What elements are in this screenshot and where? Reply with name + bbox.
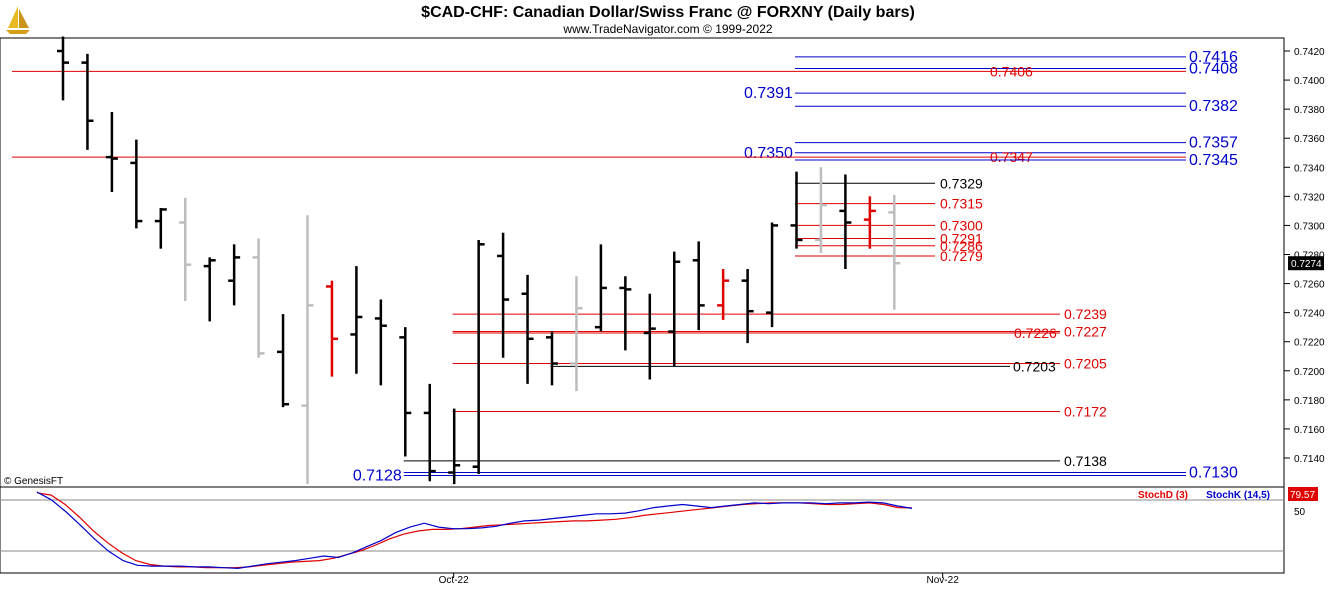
y-tick-label: 0.7260 — [1294, 280, 1325, 291]
level-label: 0.7279 — [940, 248, 983, 264]
level-label: 0.7350 — [744, 145, 793, 162]
ohlc-bar — [423, 383, 436, 482]
level-label: 0.7205 — [1064, 356, 1107, 372]
y-tick-label: 0.7400 — [1294, 76, 1325, 87]
level-label: 0.7406 — [990, 63, 1033, 79]
y-tick-label: 0.7380 — [1294, 105, 1325, 116]
ohlc-bar — [570, 276, 583, 392]
level-label: 0.7345 — [1189, 152, 1238, 169]
x-tick-label: Nov-22 — [927, 575, 960, 586]
level-label: 0.7138 — [1064, 453, 1107, 469]
ohlc-bar — [497, 232, 510, 358]
level-label: 0.7408 — [1189, 60, 1238, 77]
ohlc-bar — [546, 331, 558, 386]
chart-subtitle: www.TradeNavigator.com © 1999-2022 — [562, 22, 772, 36]
ohlc-bar — [472, 239, 485, 474]
level-label: 0.7291 — [940, 231, 983, 247]
level-label: 0.7128 — [353, 467, 402, 484]
y-tick-label: 0.7200 — [1294, 367, 1325, 378]
level-lines: 0.74160.74080.74060.73910.73820.73570.73… — [12, 49, 1238, 484]
level-label: 0.7300 — [940, 217, 983, 233]
ohlc-bar — [277, 314, 290, 408]
level-label: 0.7357 — [1189, 135, 1238, 152]
ohlc-bar — [643, 293, 656, 380]
y-tick-label: 0.7340 — [1294, 163, 1325, 174]
ohlc-bar — [814, 167, 827, 254]
y-tick-label: 0.7160 — [1294, 425, 1325, 436]
ohlc-bar — [81, 53, 94, 150]
ohlc-bar — [105, 112, 118, 192]
stoch-tick-label: 50 — [1294, 507, 1306, 518]
stoch-last-box — [1288, 487, 1318, 501]
legend-stochd: StochD (3) — [1138, 490, 1188, 501]
level-label: 0.7416 — [1189, 49, 1238, 66]
ohlc-bar — [399, 327, 412, 457]
level-label: 0.7227 — [1064, 324, 1107, 340]
ohlc-bar — [325, 280, 338, 377]
level-label: 0.7239 — [1064, 306, 1107, 322]
ohlc-bar — [252, 238, 265, 358]
level-label: 0.7286 — [940, 238, 983, 254]
level-label: 0.7203 — [1013, 358, 1056, 374]
y-tick-label: 0.7240 — [1294, 309, 1325, 320]
level-label: 0.7382 — [1189, 98, 1238, 115]
y-tick-label: 0.7220 — [1294, 338, 1325, 349]
level-label: 0.7172 — [1064, 403, 1107, 419]
y-tick-label: 0.7320 — [1294, 192, 1325, 203]
last-price-label: 0.7274 — [1291, 259, 1322, 270]
price-bars — [57, 36, 901, 485]
logo — [6, 6, 30, 34]
ohlc-bar — [350, 266, 363, 374]
ohlc-bar — [301, 215, 314, 485]
ohlc-bar — [619, 276, 632, 351]
y-tick-label: 0.7420 — [1294, 47, 1325, 58]
ohlc-bar — [130, 139, 143, 229]
y-tick-label: 0.7180 — [1294, 396, 1325, 407]
ohlc-bar — [203, 257, 216, 322]
ohlc-bar — [790, 171, 803, 249]
level-label: 0.7315 — [940, 196, 983, 212]
time-x-axis: Oct-22 Nov-22 — [439, 573, 960, 586]
ohlc-bar — [228, 244, 241, 306]
level-label: 0.7130 — [1189, 465, 1238, 482]
ohlc-bar — [717, 269, 730, 320]
ohlc-bar — [179, 197, 192, 302]
x-tick-label: Oct-22 — [439, 575, 469, 586]
ohlc-bar — [448, 408, 461, 485]
stochastics-lines — [36, 491, 913, 570]
ohlc-bar — [888, 194, 901, 310]
ohlc-bar — [839, 174, 852, 270]
ohlc-bar — [668, 251, 681, 367]
stochastics-panel-frame — [0, 486, 1285, 574]
ohlc-bar — [57, 36, 69, 101]
stoch-last-label: 79.57 — [1290, 490, 1315, 501]
legend-stochk: StochK (14,5) — [1206, 490, 1270, 501]
ohlc-bar — [863, 196, 876, 249]
price-panel-frame — [0, 37, 1285, 488]
stoch-series-line — [36, 491, 913, 570]
ohlc-bar — [521, 274, 534, 384]
watermark: © GenesisFT — [4, 476, 63, 487]
stochastics-y-axis: 50 79.57 — [1288, 487, 1318, 518]
y-tick-label: 0.7140 — [1294, 454, 1325, 465]
ohlc-bar — [154, 207, 167, 249]
ohlc-bar — [374, 299, 387, 386]
price-y-axis: 0.7420 0.7400 0.7380 0.7360 0.7340 0.7320 0.73… — [1284, 47, 1325, 465]
chart-title: $CAD-CHF: Canadian Dollar/Swiss Franc @ … — [421, 4, 915, 21]
ohlc-bar — [741, 269, 754, 344]
last-price-box — [1288, 256, 1324, 271]
level-label: 0.7329 — [940, 175, 983, 191]
y-tick-label: 0.7280 — [1294, 251, 1325, 262]
y-tick-label: 0.7360 — [1294, 134, 1325, 145]
ohlc-bar — [692, 241, 705, 331]
level-label: 0.7347 — [990, 149, 1033, 165]
ohlc-bar — [766, 222, 779, 328]
level-label: 0.7391 — [744, 85, 793, 102]
y-tick-label: 0.7300 — [1294, 221, 1325, 232]
ohlc-bar — [594, 244, 607, 332]
level-label: 0.7226 — [1014, 325, 1057, 341]
